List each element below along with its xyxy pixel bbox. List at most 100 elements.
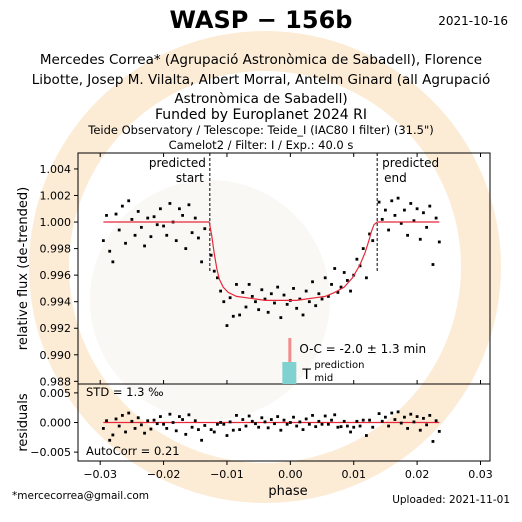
data-point (307, 300, 311, 304)
data-point (238, 313, 242, 317)
y-tick-label: 0.996 (40, 269, 72, 282)
residual-point (216, 422, 219, 426)
residual-point (352, 425, 356, 429)
data-point (292, 287, 295, 290)
residual-point (133, 427, 137, 430)
contact-email: *mercecorrea@gmail.com (12, 490, 149, 502)
residual-point (393, 418, 397, 421)
residual-point (295, 424, 299, 428)
residual-point (254, 422, 257, 426)
residual-point (342, 419, 346, 423)
data-point (155, 223, 159, 227)
data-point (279, 316, 283, 320)
y-tick-label: 1.002 (40, 189, 72, 202)
residual-point (162, 422, 165, 426)
data-point (124, 241, 127, 245)
residual-point (403, 415, 406, 419)
residual-point (345, 424, 349, 428)
data-point (200, 260, 203, 264)
residual-point (111, 433, 115, 437)
residual-point (415, 415, 419, 418)
data-point (298, 297, 302, 301)
residual-point (380, 419, 384, 423)
residual-point (409, 412, 413, 416)
x-tick-label: 0.02 (405, 468, 430, 481)
data-point (174, 239, 178, 243)
residual-point (418, 428, 422, 432)
residual-point (273, 422, 276, 426)
y-tick-label: 0.990 (40, 349, 72, 362)
data-point (349, 289, 352, 293)
data-point (209, 253, 213, 257)
residual-point (387, 424, 390, 428)
y-tick-label: 0.994 (40, 296, 72, 309)
data-point (120, 204, 124, 208)
data-point (412, 219, 416, 223)
data-point (114, 212, 118, 216)
data-point (418, 237, 422, 241)
residual-point (323, 414, 327, 418)
residual-point (168, 412, 172, 416)
data-point (130, 217, 134, 221)
data-point (345, 279, 349, 282)
residual-point (228, 420, 232, 424)
data-point (228, 296, 232, 300)
std-label: STD = 1.3 ‰ (86, 385, 164, 399)
residual-point (178, 415, 181, 418)
data-point (326, 294, 330, 298)
data-point (314, 304, 318, 308)
residual-point (330, 418, 333, 422)
residual-point (127, 411, 131, 415)
y-tick-label: 0.998 (40, 243, 72, 256)
residual-point (247, 414, 251, 418)
data-point (269, 292, 273, 296)
data-point (193, 216, 197, 220)
residual-point (146, 419, 150, 423)
data-point (355, 257, 359, 261)
residual-y-axis-label: residuals (16, 393, 31, 452)
residual-point (320, 422, 324, 426)
data-point (276, 285, 280, 289)
residual-point (301, 428, 305, 432)
residual-point (349, 430, 352, 434)
residual-point (159, 415, 162, 418)
data-point (162, 224, 165, 228)
data-point (266, 310, 270, 314)
data-point (415, 207, 419, 211)
residual-point (241, 418, 245, 421)
predicted-end-label-2: end (384, 171, 407, 185)
data-point (323, 276, 327, 280)
residual-point (114, 417, 118, 421)
data-point (390, 199, 394, 203)
data-point (371, 239, 375, 243)
residual-point (371, 425, 375, 429)
residual-point (279, 428, 283, 432)
data-point (184, 247, 188, 250)
predicted-start-label-1: predicted (149, 156, 206, 170)
data-point (304, 289, 308, 293)
data-point (257, 308, 261, 312)
x-tick-label: 0.00 (278, 468, 303, 481)
data-point (168, 202, 172, 205)
data-point (181, 213, 184, 217)
residual-point (257, 425, 261, 429)
x-tick-label: −0.02 (147, 468, 181, 481)
data-point (136, 210, 140, 213)
residual-point (238, 428, 242, 432)
residual-y-tick-label: −0.005 (30, 446, 71, 459)
residual-point (105, 419, 108, 423)
data-point (425, 225, 429, 229)
residual-point (365, 434, 368, 437)
x-tick-label: −0.01 (210, 468, 244, 481)
residual-point (358, 424, 362, 428)
data-point (428, 204, 432, 208)
authors-line-2: Libotte, Josep M. Vilalta, Albert Morral… (31, 72, 491, 88)
residual-point (412, 420, 416, 424)
data-point (165, 233, 169, 237)
data-point (342, 271, 346, 274)
data-point (139, 225, 143, 229)
authors-line-3: Astronòmica de Sabadell) (174, 91, 348, 107)
data-point (339, 285, 343, 289)
data-point (295, 306, 299, 310)
